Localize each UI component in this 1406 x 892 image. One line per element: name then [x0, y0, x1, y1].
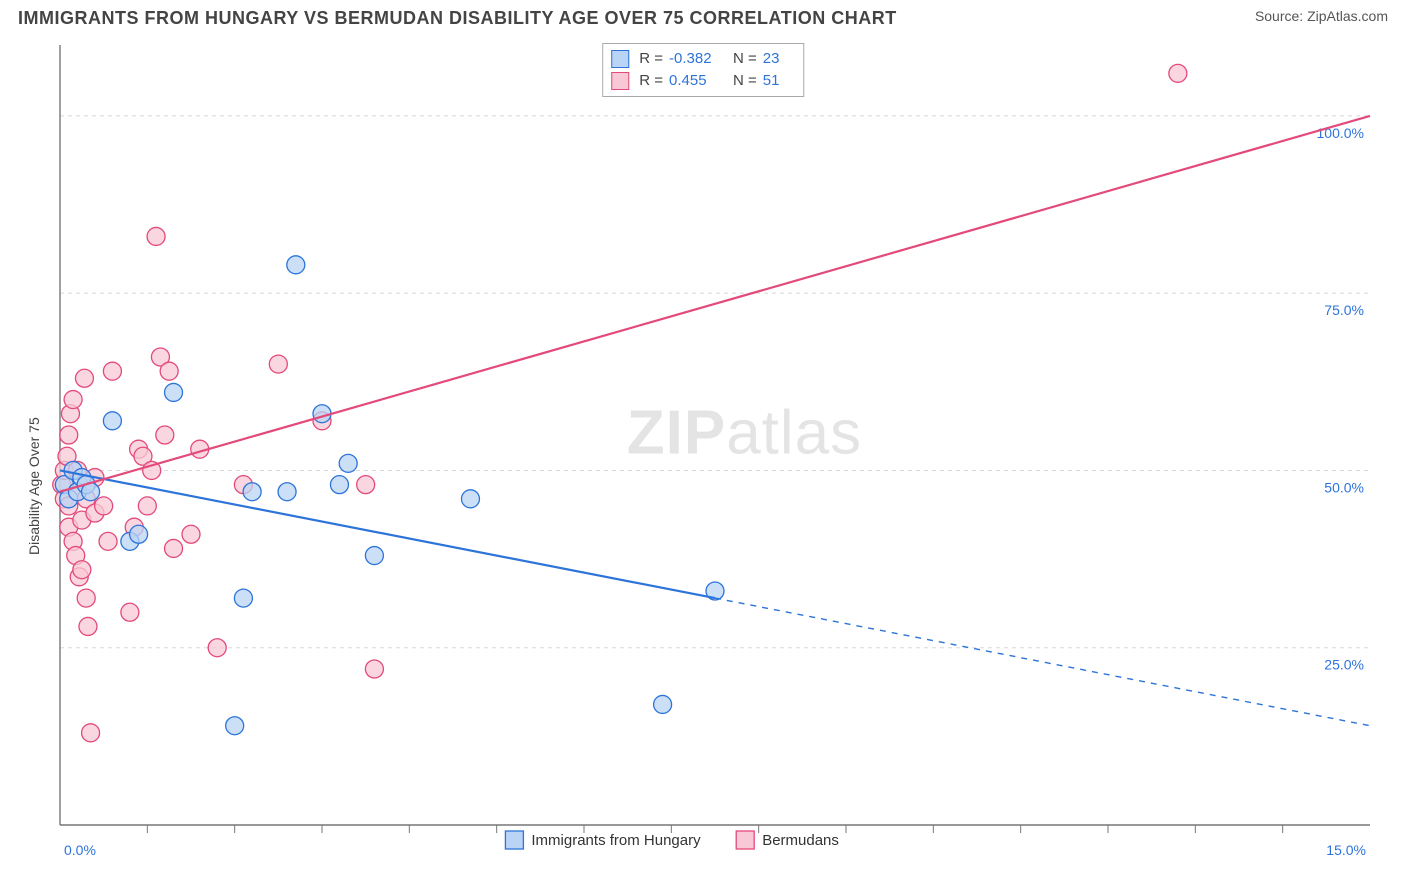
data-point: [1169, 64, 1187, 82]
data-point: [75, 369, 93, 387]
title-bar: IMMIGRANTS FROM HUNGARY VS BERMUDAN DISA…: [0, 0, 1406, 33]
data-point: [226, 717, 244, 735]
data-point: [165, 383, 183, 401]
stat-n-label: N =: [733, 70, 757, 92]
data-point: [82, 724, 100, 742]
data-point: [73, 561, 91, 579]
scatter-chart: 25.0% 50.0% 75.0% 100.0% 0.0% 15.0% Immigrants…: [12, 35, 1392, 865]
stats-row-bermudan: R = 0.455 N = 51: [611, 70, 793, 92]
trend-line: [60, 470, 715, 598]
svg-text:0.0%: 0.0%: [64, 842, 96, 858]
data-point: [60, 426, 78, 444]
data-point: [654, 695, 672, 713]
data-point: [234, 589, 252, 607]
stat-n-bermudan: 51: [763, 70, 793, 92]
data-point: [287, 256, 305, 274]
chart-title: IMMIGRANTS FROM HUNGARY VS BERMUDAN DISA…: [18, 8, 897, 29]
stats-row-hungary: R = -0.382 N = 23: [611, 48, 793, 70]
data-point: [365, 660, 383, 678]
data-point: [95, 497, 113, 515]
trend-line-extrapolation: [715, 598, 1370, 726]
data-point: [160, 362, 178, 380]
data-point: [278, 483, 296, 501]
data-point: [138, 497, 156, 515]
legend-label: Bermudans: [762, 832, 839, 849]
trend-line: [60, 116, 1370, 492]
stat-n-hungary: 23: [763, 48, 793, 70]
svg-text:100.0%: 100.0%: [1317, 125, 1364, 141]
svg-text:15.0%: 15.0%: [1326, 842, 1366, 858]
stat-r-bermudan: 0.455: [669, 70, 727, 92]
stat-r-label: R =: [639, 48, 663, 70]
swatch-hungary: [611, 50, 629, 68]
data-point: [99, 532, 117, 550]
data-point: [64, 391, 82, 409]
data-point: [208, 639, 226, 657]
data-point: [269, 355, 287, 373]
data-point: [77, 589, 95, 607]
data-point: [79, 617, 97, 635]
legend-swatch: [505, 831, 523, 849]
data-point: [103, 362, 121, 380]
data-point: [130, 525, 148, 543]
legend-swatch: [736, 831, 754, 849]
stat-r-label: R =: [639, 70, 663, 92]
svg-text:75.0%: 75.0%: [1324, 302, 1364, 318]
stat-n-label: N =: [733, 48, 757, 70]
svg-text:25.0%: 25.0%: [1324, 657, 1364, 673]
chart-area: Disability Age Over 75 R = -0.382 N = 23…: [12, 35, 1394, 865]
data-point: [357, 476, 375, 494]
data-point: [147, 227, 165, 245]
stat-r-hungary: -0.382: [669, 48, 727, 70]
swatch-bermudan: [611, 72, 629, 90]
data-point: [461, 490, 479, 508]
svg-text:50.0%: 50.0%: [1324, 479, 1364, 495]
data-point: [243, 483, 261, 501]
legend-label: Immigrants from Hungary: [531, 832, 701, 849]
data-point: [156, 426, 174, 444]
data-point: [103, 412, 121, 430]
source-label: Source: ZipAtlas.com: [1255, 8, 1388, 24]
data-point: [121, 603, 139, 621]
data-point: [365, 547, 383, 565]
data-point: [330, 476, 348, 494]
data-point: [339, 454, 357, 472]
data-point: [165, 539, 183, 557]
data-point: [182, 525, 200, 543]
stats-legend: R = -0.382 N = 23 R = 0.455 N = 51: [602, 43, 804, 97]
y-axis-label: Disability Age Over 75: [26, 417, 42, 555]
